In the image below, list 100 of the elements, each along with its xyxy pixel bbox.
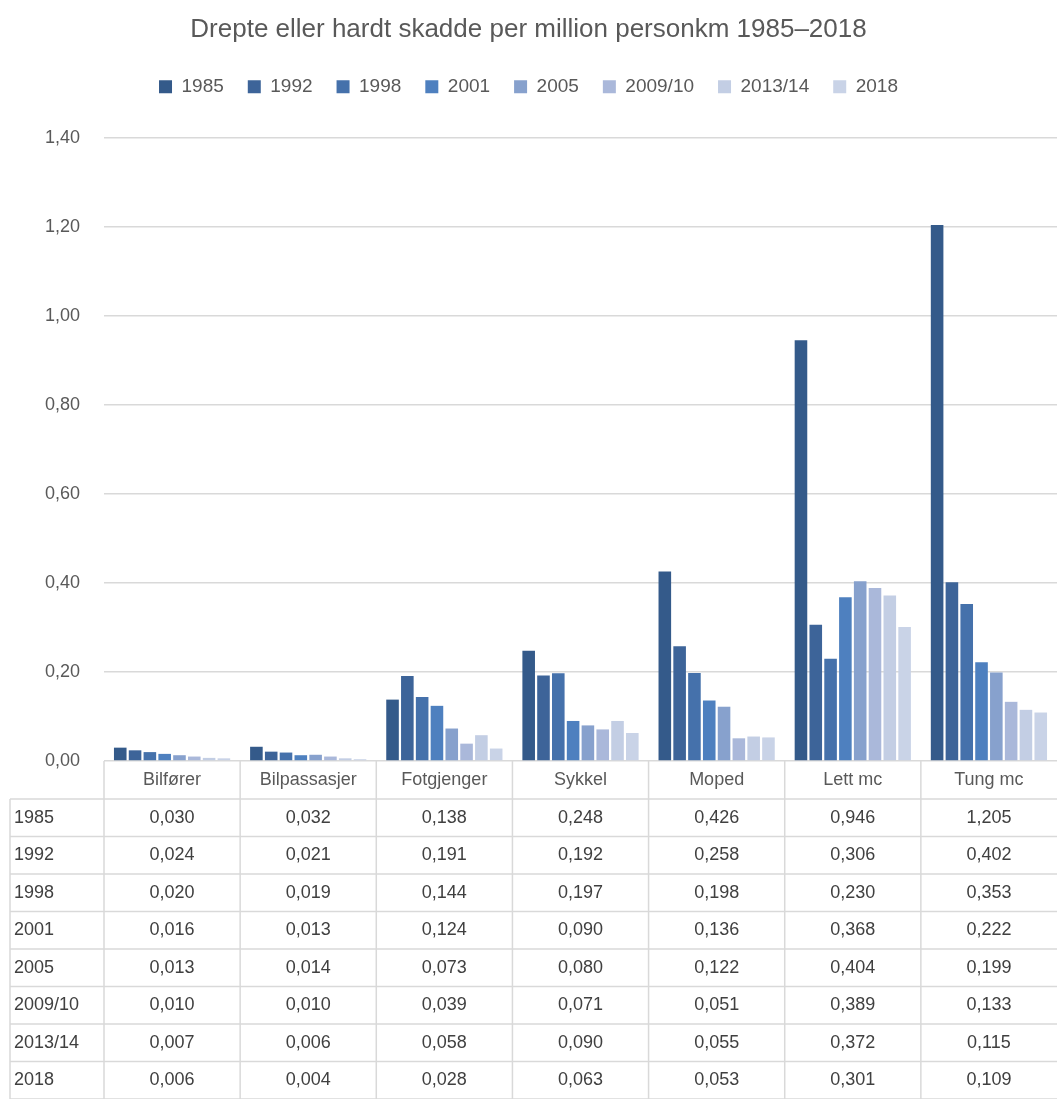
data-label: 0,191 xyxy=(421,844,467,865)
data-label: 0,248 xyxy=(557,806,604,827)
bar xyxy=(611,720,624,761)
bar xyxy=(990,672,1003,761)
text: 2001 xyxy=(14,919,55,940)
data-label: 0,028 xyxy=(421,1069,467,1090)
legend-label: 2009/10 xyxy=(625,74,695,96)
bar xyxy=(128,750,142,761)
bar xyxy=(898,627,911,761)
data-label: 0,010 xyxy=(285,994,331,1015)
data-label: 0,115 xyxy=(967,1031,1011,1052)
y-tick-label: 1,20 xyxy=(44,216,80,237)
legend-label: 2001 xyxy=(447,74,491,96)
data-label: 0,372 xyxy=(830,1031,876,1052)
data-label: 0,013 xyxy=(149,956,195,977)
bar xyxy=(460,743,473,761)
bar xyxy=(250,746,263,761)
bar xyxy=(173,755,186,761)
bar xyxy=(158,753,171,761)
bar xyxy=(430,705,444,761)
data-label: 0,389 xyxy=(830,994,876,1015)
data-label: 0,053 xyxy=(694,1069,740,1090)
legend-label: 1998 xyxy=(359,74,402,96)
data-label: 0,071 xyxy=(557,994,604,1015)
bar xyxy=(626,732,639,761)
bar xyxy=(445,728,459,761)
bar xyxy=(552,673,565,761)
data-label: 0,021 xyxy=(285,844,331,865)
bar xyxy=(143,752,157,761)
data-label: 0,230 xyxy=(830,881,876,902)
bar xyxy=(794,340,808,761)
data-label: 0,051 xyxy=(694,994,740,1015)
bar xyxy=(688,672,701,761)
data-label: 0,020 xyxy=(149,881,195,902)
bar xyxy=(702,700,716,761)
bar xyxy=(581,725,595,761)
data-label: 0,122 xyxy=(694,956,740,977)
text: 1992 xyxy=(14,844,55,865)
data-label: 0,402 xyxy=(966,844,1012,865)
x-tick-label: Moped xyxy=(689,768,745,789)
data-label: 0,006 xyxy=(285,1031,331,1052)
data-label: 0,133 xyxy=(966,994,1012,1015)
data-label: 0,090 xyxy=(557,1031,604,1052)
bar xyxy=(975,662,988,761)
bar xyxy=(945,582,959,761)
bar xyxy=(868,587,882,761)
legend-label: 2018 xyxy=(855,74,898,96)
data-label: 0,039 xyxy=(421,994,467,1015)
text: 2009/10 xyxy=(14,994,80,1015)
data-label: 1,205 xyxy=(966,806,1012,827)
bar xyxy=(1019,709,1033,761)
legend-label: 1992 xyxy=(270,74,313,96)
bar xyxy=(717,706,731,761)
x-tick-label: Sykkel xyxy=(553,768,608,789)
text: 2005 xyxy=(14,956,55,977)
chart-title: Drepte eller hardt skadde per million personkm 1985–2018 xyxy=(190,12,867,43)
text: 2013/14 xyxy=(14,1031,80,1052)
bar xyxy=(401,676,414,761)
data-label: 0,198 xyxy=(694,881,740,902)
data-label: 0,032 xyxy=(285,806,331,827)
bar xyxy=(930,224,944,761)
bar xyxy=(658,571,672,761)
data-label: 0,090 xyxy=(557,919,604,940)
bar xyxy=(747,736,760,761)
legend-label: 2005 xyxy=(536,74,579,96)
legend-label: 2013/14 xyxy=(740,74,810,96)
bar xyxy=(522,650,535,761)
data-label: 0,109 xyxy=(966,1069,1012,1090)
data-label: 0,055 xyxy=(694,1031,740,1052)
y-tick-label: 0,80 xyxy=(44,394,80,415)
data-label: 0,058 xyxy=(421,1031,467,1052)
x-tick-label: Lett mc xyxy=(823,768,883,789)
bar xyxy=(673,646,686,761)
data-label: 0,024 xyxy=(149,844,195,865)
data-label: 0,030 xyxy=(149,806,195,827)
data-label: 0,222 xyxy=(966,919,1012,940)
data-label: 0,199 xyxy=(966,956,1012,977)
data-label: 0,073 xyxy=(421,956,467,977)
x-tick-label: Tung mc xyxy=(954,768,1024,789)
y-tick-label: 0,60 xyxy=(44,483,80,504)
data-label: 0,301 xyxy=(830,1069,876,1090)
y-tick-label: 0,00 xyxy=(44,749,80,770)
legend-label: 1985 xyxy=(181,74,224,96)
data-label: 0,144 xyxy=(421,881,467,902)
x-tick-label: Fotgjenger xyxy=(401,768,488,789)
data-label: 0,197 xyxy=(557,881,604,902)
bar xyxy=(596,729,609,761)
data-label: 0,006 xyxy=(149,1069,195,1090)
bar xyxy=(537,675,550,761)
data-label: 0,946 xyxy=(830,806,876,827)
data-label: 0,063 xyxy=(557,1069,604,1090)
y-tick-label: 1,00 xyxy=(44,305,80,326)
data-label: 0,353 xyxy=(966,881,1012,902)
bar xyxy=(415,696,429,761)
data-label: 0,016 xyxy=(149,919,195,940)
data-label: 0,019 xyxy=(285,881,331,902)
data-label: 0,124 xyxy=(421,919,467,940)
y-tick-label: 0,20 xyxy=(44,661,80,681)
bar xyxy=(883,595,897,761)
bar xyxy=(294,755,308,761)
